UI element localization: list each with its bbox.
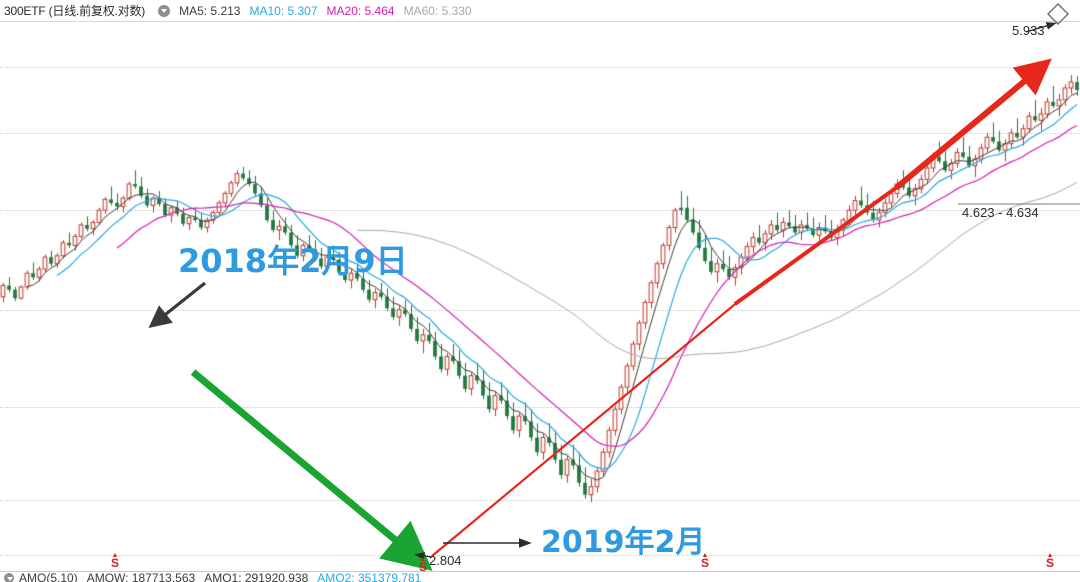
bottom-date-label: 2019年2月 [541,525,706,560]
ma60-legend: MA60: 5.330 [403,3,472,18]
s-marker[interactable]: S [1046,553,1055,570]
low-price-label: 2.804 [429,553,462,568]
chevron-down-circle-icon-2[interactable] [4,573,14,582]
axis-divider [0,571,1080,572]
amo2-legend: AMO2: 351379.781 [317,573,422,582]
peak-date-label: 2018年2月9日 [178,242,408,280]
high-price-label: 5.933 [1012,23,1045,38]
header-divider [0,21,1080,22]
candlestick-canvas[interactable] [0,22,1080,557]
range-price-label: 4.623 - 4.634 [962,205,1039,220]
chart-header: 300ETF (日线.前复权.对数) MA5: 5.213 MA10: 5.30… [0,0,1080,21]
ma5-legend: MA5: 5.213 [179,3,241,18]
amo-legend: AMO(5,10) [19,573,78,582]
s-marker[interactable]: S [419,557,428,574]
chevron-down-circle-icon[interactable] [158,4,171,17]
amo1-legend: AMO1: 291920.938 [204,573,309,582]
amow-legend: AMOW: 187713.563 [86,573,196,582]
s-marker[interactable]: S [701,553,710,570]
s-marker[interactable]: S [111,553,120,570]
ma10-legend: MA10: 5.307 [249,3,318,18]
volume-indicator-bar: AMO(5,10) AMOW: 187713.563 AMO1: 291920.… [4,573,1080,582]
chart-title: 300ETF (日线.前复权.对数) [4,4,146,18]
ma20-legend: MA20: 5.464 [326,3,395,18]
price-plot-area[interactable] [0,22,1080,557]
